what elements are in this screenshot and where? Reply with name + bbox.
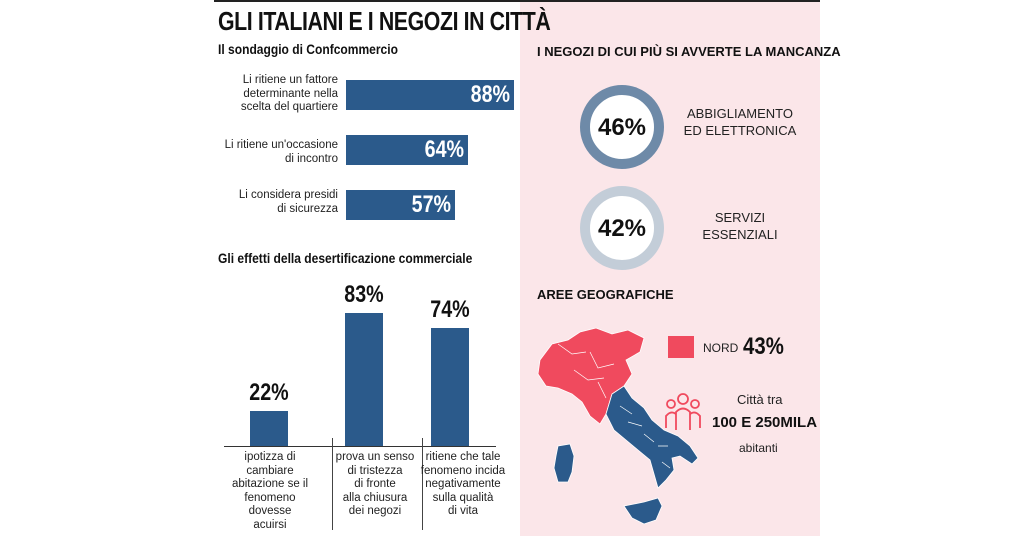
hbar-bar-2: 57%	[346, 190, 455, 220]
map-north	[537, 327, 645, 425]
hbar-label-0: Li ritiene un fattore determinante nella s…	[240, 74, 338, 113]
map-sicily	[623, 497, 663, 525]
top-rule	[214, 0, 820, 2]
ring-42-label: SERVIZI ESSENZIALI	[702, 210, 778, 242]
hbar-bar-0: 88%	[346, 80, 514, 110]
survey-title: Il sondaggio di Confcommercio	[218, 41, 398, 57]
vbar-chart: 22% 83% 74% ipotizza di cambiare abitazio…	[214, 270, 520, 536]
ring-46-label: ABBIGLIAMENTO ED ELETTRONICA	[683, 106, 797, 138]
map-south	[605, 385, 699, 489]
vbar-bar-1	[345, 313, 383, 446]
people-group-icon	[665, 393, 701, 430]
ring-46-value: 46%	[598, 114, 646, 141]
vbar-value-2: 74%	[430, 296, 470, 323]
missing-shops-title: I NEGOZI DI CUI PIÙ SI AVVERTE LA MANCAN…	[537, 44, 841, 59]
italy-map	[537, 327, 699, 525]
cities-line2: 100 E 250MILA	[712, 414, 818, 431]
hbar-value-2: 57%	[411, 191, 451, 218]
map-south-borders	[619, 405, 671, 469]
vbar-baseline	[224, 446, 496, 447]
cities-line3: abitanti	[739, 441, 778, 455]
map-north-borders	[557, 343, 615, 399]
ring-42: 42%	[580, 186, 664, 270]
geo-title: AREE GEOGRAFICHE	[537, 287, 674, 302]
vbar-value-0: 22%	[249, 379, 289, 406]
vbar-value-1: 83%	[344, 281, 384, 308]
ring-42-value: 42%	[598, 215, 646, 242]
hbar-label-2: Li considera presidi di sicurezza	[238, 189, 338, 215]
hbar-value-0: 88%	[470, 81, 510, 108]
cities-line1: Città tra	[737, 392, 783, 407]
legend-north-value: 43%	[743, 333, 784, 360]
vbar-bar-0	[250, 411, 288, 446]
hbar-bar-1: 64%	[346, 135, 468, 165]
vbar-separator-1	[332, 438, 333, 530]
hbar-label-1: Li ritiene un'occasione di incontro	[224, 139, 338, 165]
map-sardinia	[553, 443, 575, 483]
vbar-separator-2	[422, 438, 423, 530]
effects-title: Gli effetti della desertificazione comme…	[218, 250, 473, 266]
ring-46-circle	[580, 85, 664, 169]
main-title: GLI ITALIANI E I NEGOZI IN CITTÀ	[218, 6, 551, 36]
vbar-label-2: ritiene che tale fenomeno incida negativam…	[420, 451, 506, 517]
vbar-bar-2	[431, 328, 469, 446]
vbar-label-1: prova un senso di tristezza di fronte alla …	[335, 451, 415, 517]
legend-north-label: NORD	[703, 341, 739, 355]
ring-42-circle	[580, 186, 664, 270]
hbar-value-1: 64%	[424, 136, 464, 163]
vbar-label-0: ipotizza di cambiare abitazione se il feno…	[231, 451, 309, 531]
ring-46: 46%	[580, 85, 664, 169]
legend-north-swatch	[668, 336, 694, 358]
